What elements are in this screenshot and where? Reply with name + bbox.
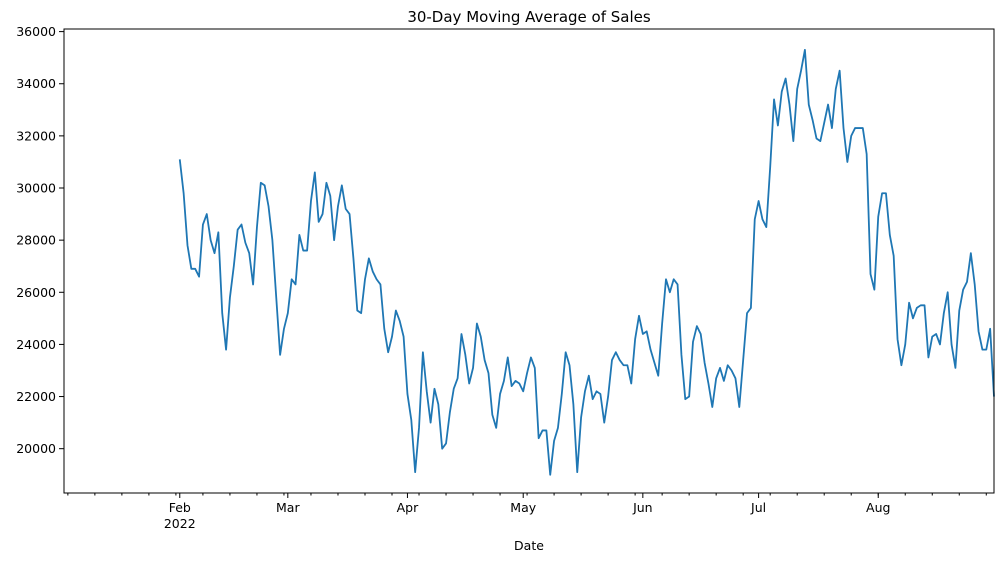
- x-tick-year-label: 2022: [164, 516, 196, 531]
- y-axis: 20000 22000 24000 26000 28000 30000 32000 34000…: [16, 24, 64, 456]
- x-tick-label: Feb: [169, 500, 191, 515]
- x-tick-label: Aug: [866, 500, 890, 515]
- y-tick-label: 32000: [16, 128, 56, 143]
- x-tick-label: Jul: [750, 500, 766, 515]
- chart-title: 30-Day Moving Average of Sales: [407, 8, 651, 26]
- x-tick-label: Apr: [397, 500, 419, 515]
- x-axis-label: Date: [514, 538, 544, 553]
- y-tick-label: 34000: [16, 76, 56, 91]
- y-tick-label: 20000: [16, 441, 56, 456]
- x-tick-label: Mar: [276, 500, 300, 515]
- y-tick-label: 24000: [16, 337, 56, 352]
- x-tick-label: Jun: [632, 500, 653, 515]
- plot-frame: [63, 28, 995, 494]
- y-tick-label: 30000: [16, 181, 56, 196]
- y-tick-label: 28000: [16, 233, 56, 248]
- y-tick-label: 22000: [16, 389, 56, 404]
- y-tick-label: 26000: [16, 285, 56, 300]
- series-line: [178, 48, 995, 476]
- y-tick-label: 36000: [16, 24, 56, 39]
- x-tick-label: May: [510, 500, 536, 515]
